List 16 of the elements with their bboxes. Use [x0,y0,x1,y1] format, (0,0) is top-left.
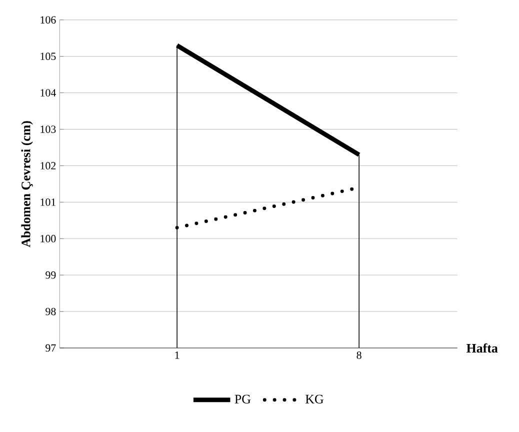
y-axis-title: Abdomen Çevresi (cm) [21,120,33,247]
y-tick-label: 103 [40,125,56,133]
y-tick-label: 98 [46,308,56,315]
y-tick-label: 101 [40,198,56,206]
x-tick-label: 1 [175,351,180,358]
y-tick-label: 100 [40,234,56,242]
y-tick-label: 106 [40,16,56,24]
x-tick-label: 8 [356,351,362,359]
y-tick-label: 99 [46,271,56,279]
y-tick-label: 97 [46,344,56,352]
legend-label: KG [306,394,324,404]
y-tick-label: 105 [40,52,56,60]
x-axis-title: Hafta [466,343,498,352]
y-tick-label: 104 [40,88,56,96]
legend-label: PG [234,394,251,404]
y-tick-label: 102 [40,162,56,170]
